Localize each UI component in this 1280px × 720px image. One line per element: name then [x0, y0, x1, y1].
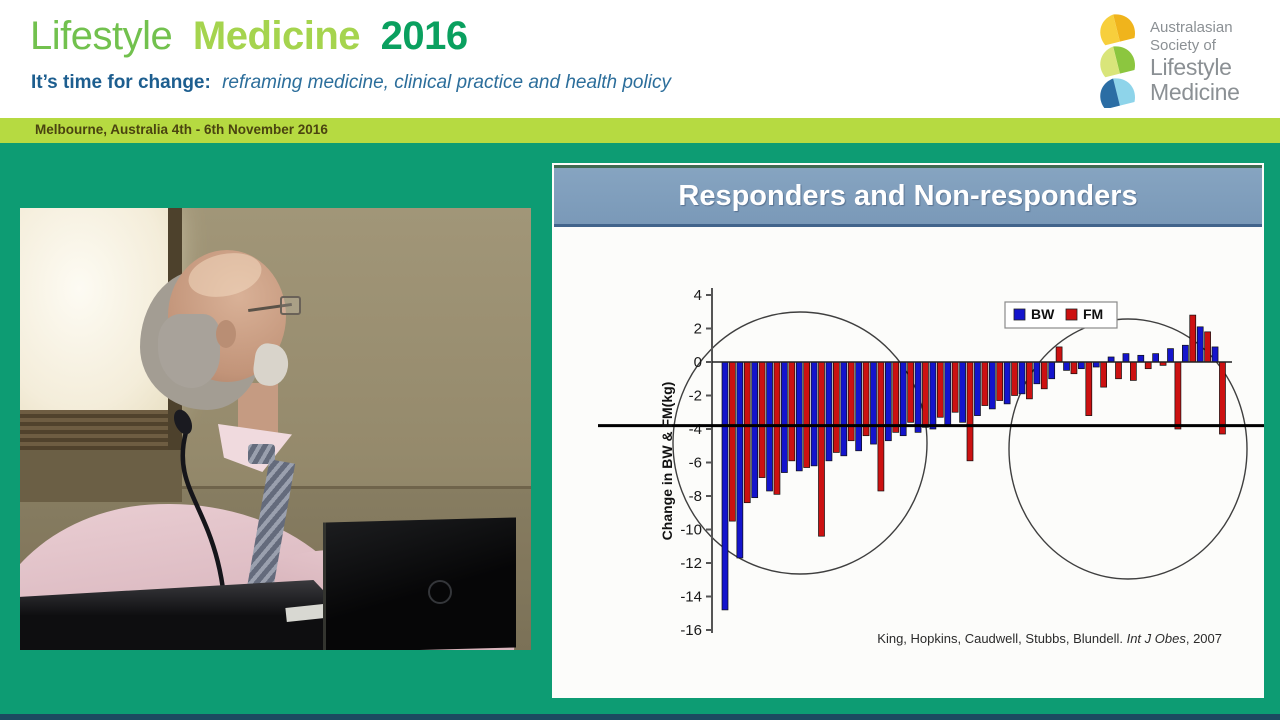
svg-text:-10: -10: [680, 522, 702, 539]
logo-line: Australasian: [1150, 19, 1233, 36]
logo-text: Australasian Society of Lifestyle Medici…: [1150, 20, 1240, 106]
bottom-strip: [0, 714, 1280, 720]
svg-text:-16: -16: [680, 622, 702, 639]
svg-text:2: 2: [694, 321, 702, 338]
svg-text:-2: -2: [689, 388, 702, 405]
svg-text:-8: -8: [689, 488, 702, 505]
citation: King, Hopkins, Caudwell, Stubbs, Blundel…: [552, 631, 1222, 646]
logo-line: Society of: [1150, 37, 1216, 54]
subtitle-italic: reframing medicine, clinical practice an…: [222, 72, 671, 93]
title-year: 2016: [380, 14, 468, 58]
main-area: Responders and Non-responders 4 2 0 -2 -4 -6 -…: [0, 143, 1280, 714]
window-blinds: [20, 410, 168, 450]
svg-text:-14: -14: [680, 589, 702, 606]
logo-leaves-icon: [1100, 14, 1135, 108]
tie-knot: [248, 444, 275, 464]
logo-line: Lifestyle: [1150, 54, 1232, 80]
location-text: Melbourne, Australia 4th - 6th November …: [35, 122, 328, 137]
conference-title: Lifestyle Medicine 2016: [30, 14, 468, 59]
citation-tail: , 2007: [1185, 631, 1222, 646]
chart: 4 2 0 -2 -4 -6 -8 -10 -12 -14 -16 Change in BW & FM…: [598, 287, 1264, 639]
society-logo: Australasian Society of Lifestyle Medici…: [1086, 8, 1266, 112]
speaker-hair-side: [158, 314, 220, 388]
monitor: [323, 517, 516, 650]
slide-title-banner: Responders and Non-responders: [554, 165, 1262, 227]
title-word-medicine: Medicine: [192, 14, 361, 58]
slide-panel: Responders and Non-responders 4 2 0 -2 -4 -6 -…: [552, 163, 1264, 698]
citation-authors: King, Hopkins, Caudwell, Stubbs, Blundel…: [877, 631, 1127, 646]
svg-text:FM: FM: [1083, 306, 1103, 322]
slide-title: Responders and Non-responders: [678, 180, 1138, 212]
svg-text:0: 0: [694, 354, 702, 371]
svg-text:-12: -12: [680, 555, 702, 572]
svg-text:Change in BW & FM(kg): Change in BW & FM(kg): [659, 382, 675, 541]
speaker-ear: [216, 320, 236, 348]
header: Lifestyle Medicine 2016 It’s time for ch…: [0, 0, 1280, 118]
subtitle-bold: It’s time for change:: [31, 72, 211, 93]
svg-text:4: 4: [694, 287, 702, 304]
logo-line: Medicine: [1150, 79, 1240, 105]
monitor-logo-icon: [428, 580, 452, 604]
svg-text:-6: -6: [689, 455, 702, 472]
location-bar: Melbourne, Australia 4th - 6th November …: [0, 118, 1280, 143]
svg-text:BW: BW: [1031, 306, 1055, 322]
window-sill: [20, 450, 182, 502]
glasses-lens: [280, 296, 301, 315]
title-word-lifestyle: Lifestyle: [30, 14, 173, 58]
citation-journal: Int J Obes: [1126, 631, 1186, 646]
window: [20, 208, 168, 410]
speaker-video-panel: [20, 208, 531, 650]
svg-text:-4: -4: [689, 421, 702, 438]
conference-subtitle: It’s time for change: reframing medicine…: [31, 72, 671, 94]
